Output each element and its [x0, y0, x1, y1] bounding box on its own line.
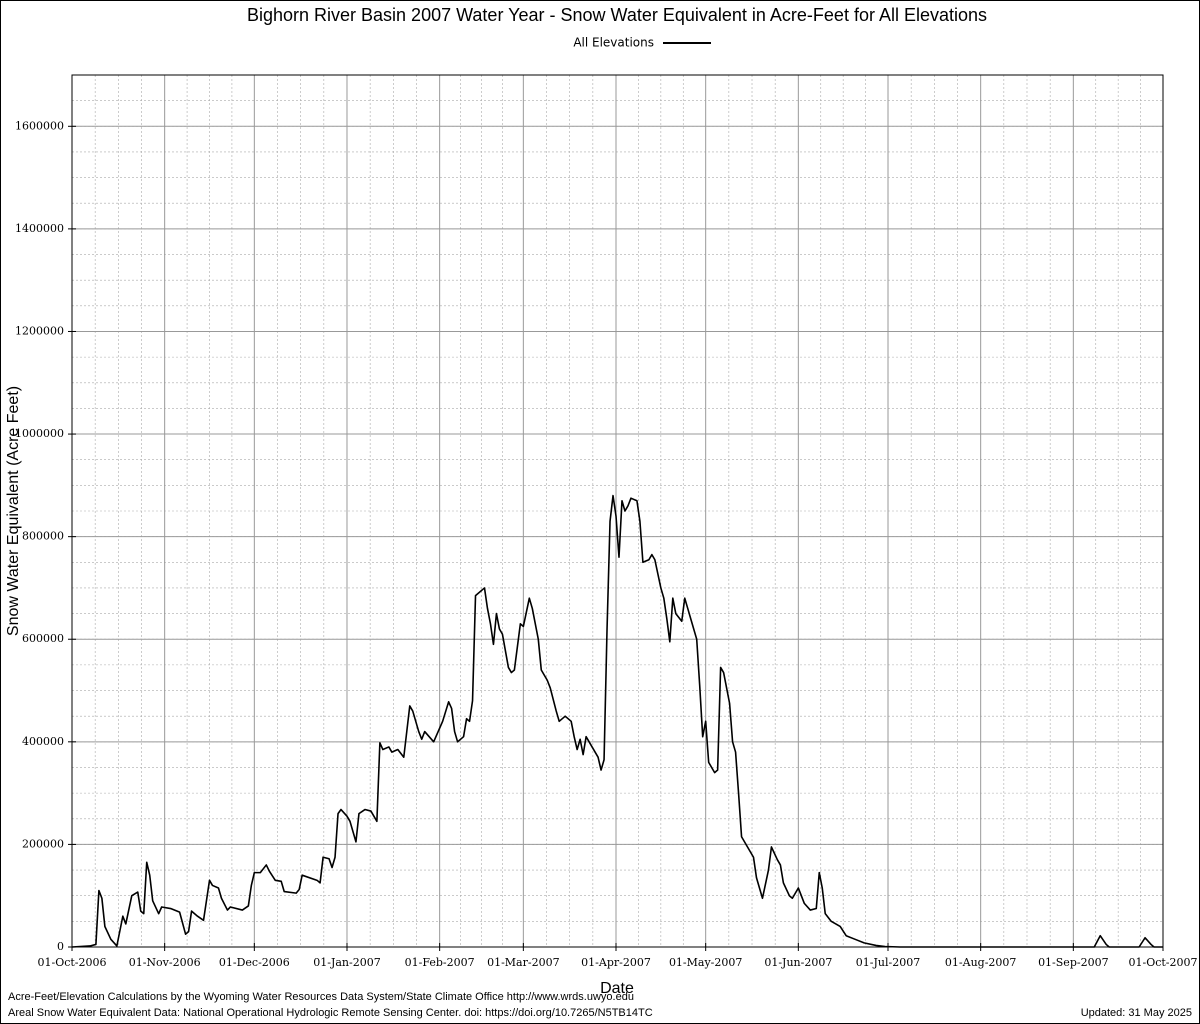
x-tick-label: 01-Mar-2007 — [487, 956, 560, 969]
x-tick-label: 01-Dec-2006 — [219, 956, 290, 969]
data-line — [71, 494, 1163, 948]
y-tick-label: 600000 — [22, 632, 64, 645]
y-tick-label: 400000 — [22, 735, 64, 748]
y-tick-label: 1600000 — [15, 119, 64, 132]
y-tick-label: 1200000 — [15, 324, 64, 337]
x-tick-label: 01-Jul-2007 — [856, 956, 920, 969]
grid — [71, 74, 1164, 948]
plot-frame — [71, 74, 1164, 948]
x-tick-label: 01-Jun-2007 — [764, 956, 832, 969]
x-tick-label: 01-Aug-2007 — [945, 956, 1017, 969]
x-tick-label: 01-Jan-2007 — [313, 956, 380, 969]
x-tick-label: 01-Sep-2007 — [1038, 956, 1109, 969]
x-tick-label: 01-May-2007 — [669, 956, 742, 969]
x-tick-label: 01-Nov-2006 — [129, 956, 201, 969]
x-tick-label: 01-Apr-2007 — [581, 956, 651, 969]
footnote: Acre-Feet/Elevation Calculations by the … — [8, 991, 634, 1003]
y-tick-label: 0 — [57, 940, 64, 953]
y-tick-label: 800000 — [22, 530, 64, 543]
updated-note: Updated: 31 May 2025 — [1081, 1007, 1192, 1019]
y-tick-label: 1400000 — [15, 222, 64, 235]
y-tick-label: 200000 — [22, 837, 64, 850]
y-axis-label: Snow Water Equivalent (Acre Feet) — [5, 386, 22, 636]
x-axis-label: Date — [600, 980, 634, 997]
x-tick-label: 01-Oct-2006 — [37, 956, 106, 969]
chart-title: Bighorn River Basin 2007 Water Year - Sn… — [247, 5, 987, 25]
footnote: Areal Snow Water Equivalent Data: Nation… — [8, 1007, 653, 1019]
x-tick-label: 01-Oct-2007 — [1128, 956, 1197, 969]
x-tick-label: 01-Feb-2007 — [405, 956, 475, 969]
legend-label: All Elevations — [573, 36, 654, 50]
y-tick-label: 1000000 — [15, 427, 64, 440]
